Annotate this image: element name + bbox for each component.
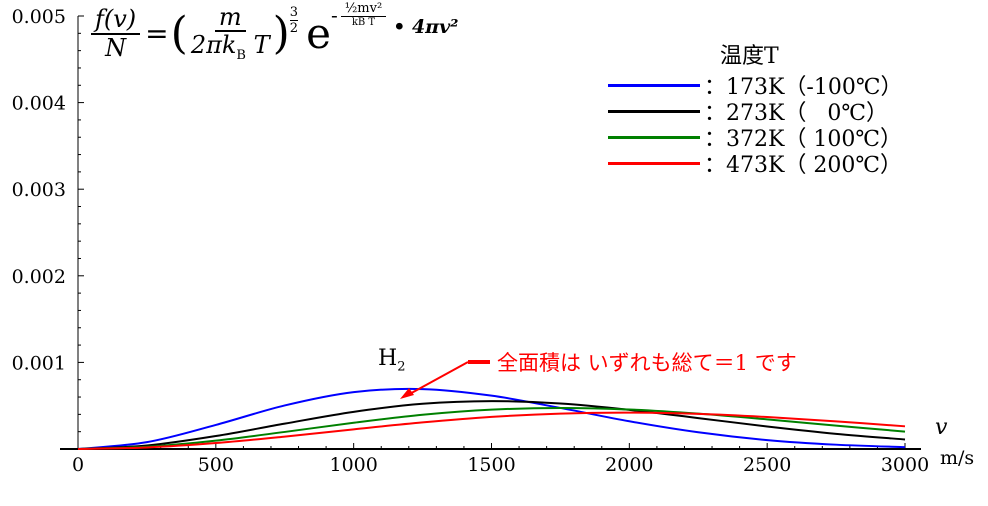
series-line-1 [77,400,906,450]
x-tick-label: 0 [72,454,84,476]
formula-pow-den: 2 [289,21,299,37]
series-line-3 [77,411,906,450]
species-label: H2 [378,346,405,374]
legend-label: ：273K（ 0℃） [704,101,889,126]
legend-swatch [608,135,700,139]
arrow-shaft [405,361,469,397]
formula-exp-minus: - [330,3,338,28]
formula-lhs-num: f(v) [91,6,141,35]
formula-m: m [214,4,246,33]
y-tick-label: 0.001 [12,352,66,374]
area-note: 全面積は いずれも総て＝1 です [497,351,797,375]
legend-item: ：473K（ 200℃） [608,150,903,178]
formula-eq: = [145,17,169,51]
x-tick-label: 500 [198,454,234,476]
legend-swatch [608,161,700,165]
legend-label: ：473K（ 200℃） [704,153,903,178]
legend: 温度T ：173K（-100℃） ：273K（ 0℃） ：372K（ 100℃）… [608,38,903,178]
formula-e: e [306,8,331,58]
formula-pow-num: 3 [289,5,299,22]
legend-item: ：372K（ 100℃） [608,124,903,152]
y-tick-label: 0.005 [12,6,66,28]
formula-exp-num: ½mv² [340,1,387,18]
species-text: H [378,346,398,371]
legend-title: 温度T [720,44,779,69]
formula-den: 2πk [190,31,237,60]
y-tick-label: 0.004 [12,93,66,115]
x-tick-label: 3000 [881,454,929,476]
x-tick-label: 1000 [329,454,377,476]
arrow-head [400,388,414,399]
legend-item: ：173K（-100℃） [608,72,903,100]
species-sub: 2 [397,359,406,375]
x-tick-label: 1500 [467,454,515,476]
formula-exp-den: kB T [351,17,376,29]
y-tick-label: 0.003 [12,179,66,201]
x-axis-label: v [935,415,948,440]
legend-swatch [608,83,700,87]
y-tick-label: 0.002 [12,266,66,288]
legend-label: ：173K（-100℃） [704,75,903,100]
formula-tail: • 4πv² [393,15,459,38]
formula-den-t: T [253,31,270,60]
formula-den-sub: B [236,48,246,64]
x-tick-label: 2500 [743,454,791,476]
series-line-0 [77,387,906,450]
legend-swatch [608,109,700,113]
legend-label: ：372K（ 100℃） [704,127,903,152]
legend-item: ：273K（ 0℃） [608,98,902,126]
series-line-2 [77,406,906,450]
formula-lhs-den: N [105,33,127,62]
x-tick-label: 2000 [605,454,653,476]
x-axis-unit: m/s [940,447,975,469]
